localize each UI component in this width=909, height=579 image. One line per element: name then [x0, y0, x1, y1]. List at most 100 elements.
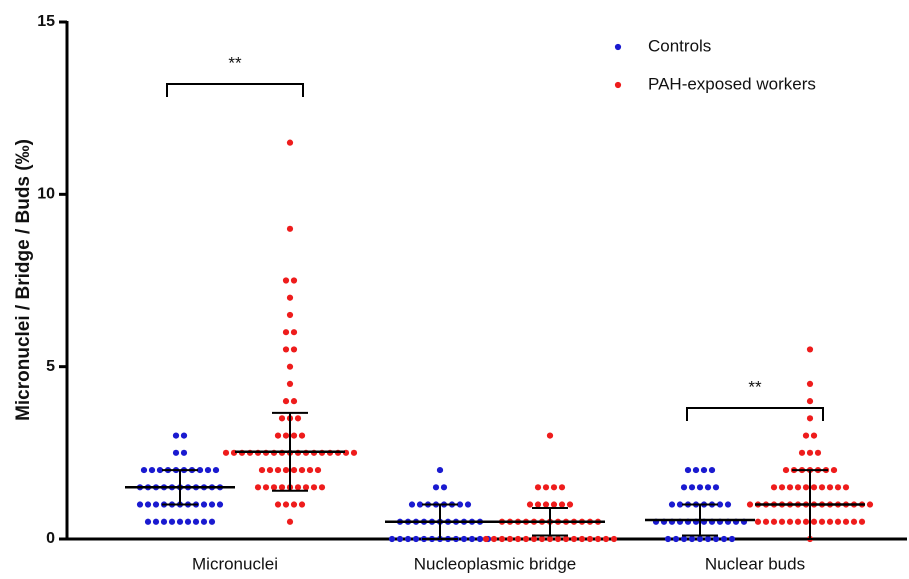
data-point	[786, 484, 794, 491]
data-point	[152, 501, 160, 508]
significance-label: **	[228, 54, 242, 73]
legend-label: PAH-exposed workers	[648, 74, 816, 93]
data-point	[290, 466, 298, 474]
data-point	[200, 518, 208, 525]
data-point	[286, 311, 294, 319]
data-point	[770, 484, 778, 491]
data-point	[668, 501, 676, 508]
data-point	[830, 466, 838, 474]
data-point	[770, 518, 778, 525]
data-point	[834, 518, 842, 525]
data-point	[806, 380, 814, 387]
data-point	[778, 518, 786, 525]
data-point	[818, 518, 826, 525]
data-point	[794, 484, 802, 491]
data-point	[842, 518, 850, 525]
data-point	[692, 466, 700, 474]
data-point	[200, 501, 208, 508]
data-point	[794, 518, 802, 525]
data-point	[810, 432, 818, 439]
data-point	[412, 535, 420, 543]
y-axis-title: Micronuclei / Bridge / Buds (‰)	[13, 139, 34, 421]
data-point	[282, 432, 290, 439]
data-point	[274, 466, 282, 474]
data-point	[712, 484, 720, 491]
data-point	[436, 466, 444, 474]
data-point	[298, 466, 306, 474]
data-point	[140, 466, 148, 474]
data-point	[684, 466, 692, 474]
data-point	[602, 535, 610, 543]
data-point	[212, 466, 220, 474]
data-point	[814, 449, 822, 456]
data-point	[302, 484, 310, 491]
significance-label: **	[748, 378, 762, 397]
data-point	[762, 518, 770, 525]
data-point	[192, 518, 200, 525]
data-point	[282, 398, 290, 405]
data-point	[176, 518, 184, 525]
data-point	[172, 432, 180, 439]
data-point	[204, 466, 212, 474]
data-point	[286, 380, 294, 387]
data-point	[538, 535, 546, 543]
data-point	[294, 415, 302, 422]
x-tick-label: Nuclear buds	[705, 554, 805, 573]
data-point	[290, 398, 298, 405]
data-point	[818, 484, 826, 491]
data-point	[282, 277, 290, 284]
data-point	[704, 484, 712, 491]
data-point	[294, 484, 302, 491]
data-point	[482, 535, 490, 543]
data-point	[468, 535, 476, 543]
data-point	[850, 518, 858, 525]
data-point	[708, 466, 716, 474]
data-point	[554, 535, 562, 543]
data-point	[558, 501, 566, 508]
data-point	[802, 432, 810, 439]
data-point	[530, 535, 538, 543]
data-point	[144, 501, 152, 508]
data-point	[866, 501, 874, 508]
legend-marker	[614, 81, 622, 89]
data-point	[282, 346, 290, 353]
data-point	[514, 535, 522, 543]
data-point	[290, 501, 298, 508]
data-point	[810, 518, 818, 525]
data-point	[806, 346, 814, 353]
data-point	[810, 484, 818, 491]
data-point	[318, 484, 326, 491]
data-point	[490, 535, 498, 543]
data-point	[298, 432, 306, 439]
data-point	[842, 484, 850, 491]
data-point	[542, 501, 550, 508]
data-point	[806, 449, 814, 456]
data-point	[160, 518, 168, 525]
data-point	[286, 518, 294, 525]
data-point	[310, 484, 318, 491]
data-point	[754, 518, 762, 525]
data-point	[786, 518, 794, 525]
data-point	[696, 484, 704, 491]
data-point	[716, 501, 724, 508]
data-point	[290, 432, 298, 439]
data-point	[546, 432, 554, 439]
data-point	[728, 535, 736, 543]
data-point	[476, 535, 484, 543]
data-point	[782, 466, 790, 474]
data-point	[542, 484, 550, 491]
data-point	[566, 501, 574, 508]
data-point	[290, 346, 298, 353]
data-point	[688, 484, 696, 491]
data-point	[534, 501, 542, 508]
data-point	[562, 535, 570, 543]
data-point	[306, 466, 314, 474]
data-point	[688, 535, 696, 543]
data-point	[724, 501, 732, 508]
data-point	[152, 518, 160, 525]
data-point	[498, 535, 506, 543]
data-point	[578, 535, 586, 543]
data-point	[136, 501, 144, 508]
data-point	[676, 501, 684, 508]
y-tick-label: 15	[37, 13, 55, 30]
